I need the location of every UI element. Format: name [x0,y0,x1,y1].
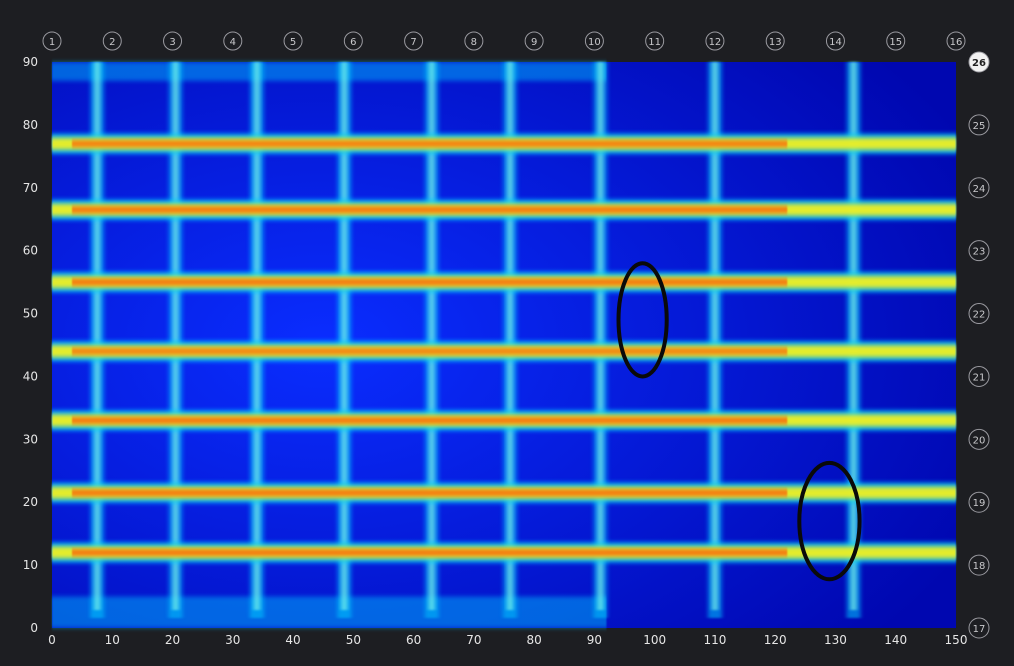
right-grid-label-text: 21 [973,372,986,383]
right-grid-label-text: 23 [973,247,986,258]
top-glow [52,62,607,81]
x-tick-label: 60 [406,633,421,647]
top-grid-label-text: 9 [531,37,537,48]
top-grid-label: 13 [765,31,785,51]
top-grid-label: 5 [283,31,303,51]
right-grid-label: 23 [968,240,990,262]
right-grid-label: 20 [968,428,990,450]
top-grid-label: 11 [645,31,665,51]
y-tick-label: 50 [23,307,38,321]
top-grid-label: 10 [584,31,604,51]
y-tick-label: 0 [30,621,38,635]
y-tick-label: 80 [23,118,38,132]
right-grid-label-text: 18 [973,561,986,572]
top-grid-label-text: 7 [410,37,416,48]
top-grid-label: 3 [163,31,183,51]
top-grid-label: 15 [886,31,906,51]
y-tick-label: 10 [23,558,38,572]
x-tick-label: 20 [165,633,180,647]
top-grid-label-text: 2 [109,37,115,48]
top-grid-label: 9 [524,31,544,51]
top-grid-label-text: 11 [648,37,661,48]
y-tick-label: 40 [23,369,38,383]
top-grid-label-text: 10 [588,37,601,48]
y-tick-label: 20 [23,495,38,509]
y-axis: 0 10 20 30 40 50 60 70 80 90 [23,55,38,635]
horizontal-bars [52,133,956,563]
horizontal-bar [52,199,956,220]
right-grid-label: 21 [968,365,990,387]
right-grid-label: 24 [968,177,990,199]
top-grid-label-text: 16 [950,37,963,48]
top-grid-label-text: 5 [290,37,296,48]
top-grid-label-text: 6 [350,37,356,48]
top-grid-label-text: 3 [169,37,175,48]
y-tick-label: 30 [23,432,38,446]
bottom-glow [52,596,607,628]
top-grid-label: 4 [223,31,243,51]
y-tick-label: 60 [23,244,38,258]
annotations [616,261,862,582]
x-tick-label: 90 [587,633,602,647]
horizontal-bar [52,542,956,563]
right-grid-label: 26 [968,51,990,73]
x-tick-label: 80 [526,633,541,647]
x-tick-label: 10 [105,633,120,647]
horizontal-bar [52,133,956,154]
annotation-loop [616,261,669,379]
x-tick-label: 100 [643,633,666,647]
y-tick-label: 70 [23,181,38,195]
x-axis: 0 10 20 30 40 50 60 70 80 90 100 110 120 130 140 150 [48,633,967,647]
x-tick-label: 110 [703,633,726,647]
top-grid-label: 1 [42,31,62,51]
top-grid-label: 12 [705,31,725,51]
top-grid-label-text: 14 [829,37,842,48]
x-tick-label: 70 [466,633,481,647]
x-tick-label: 30 [225,633,240,647]
horizontal-bar [52,272,956,293]
horizontal-bar [52,410,956,431]
right-grid-label-text: 19 [973,498,986,509]
x-tick-label: 120 [764,633,787,647]
top-grid-label: 7 [404,31,424,51]
right-grid-label-text: 26 [972,58,986,69]
right-grid-label: 19 [968,491,990,513]
horizontal-bar [52,482,956,503]
right-grid-label-text: 22 [973,310,986,321]
x-tick-label: 0 [48,633,56,647]
x-tick-label: 140 [884,633,907,647]
top-grid-label-text: 1 [49,37,55,48]
x-tick-label: 50 [346,633,361,647]
x-tick-label: 150 [945,633,968,647]
x-tick-label: 40 [285,633,300,647]
right-grid-label-text: 24 [973,184,986,195]
right-grid-label: 18 [968,554,990,576]
right-grid-label: 22 [968,303,990,325]
top-grid-label-text: 4 [230,37,236,48]
right-grid-label-text: 17 [973,624,986,635]
right-grid-label: 17 [968,617,990,639]
y-tick-label: 90 [23,55,38,69]
top-grid-label: 14 [825,31,845,51]
right-grid-label-text: 25 [973,121,986,132]
annotation-loop [797,460,862,582]
top-grid-label: 16 [946,31,966,51]
x-tick-label: 130 [824,633,847,647]
right-grid-labels: 26 25 24 23 22 21 20 19 18 17 [968,51,990,639]
top-grid-label-text: 12 [709,37,722,48]
top-grid-label: 2 [102,31,122,51]
right-grid-label: 25 [968,114,990,136]
top-grid-label: 8 [464,31,484,51]
horizontal-bar [52,341,956,362]
top-grid-label: 6 [343,31,363,51]
right-grid-label-text: 20 [973,435,986,446]
top-grid-label-text: 8 [471,37,477,48]
top-grid-label-text: 15 [889,37,902,48]
top-grid-labels: 1 2 3 4 5 6 7 8 9 10 11 12 13 14 15 16 [42,31,966,51]
top-grid-label-text: 13 [769,37,782,48]
